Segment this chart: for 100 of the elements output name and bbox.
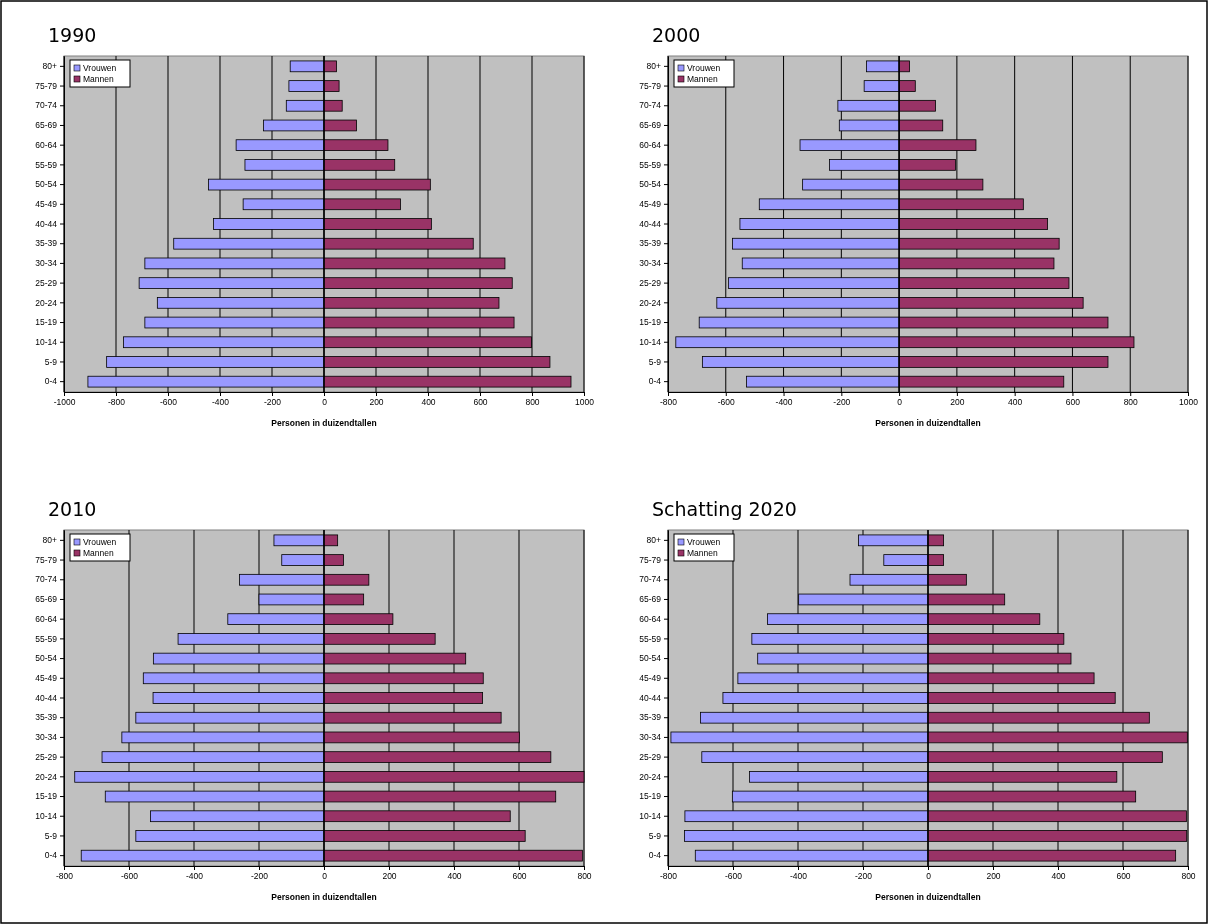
legend-label: Mannen: [687, 74, 718, 84]
y-tick-label: 60-64: [639, 139, 662, 150]
y-tick-label: 30-34: [639, 258, 662, 269]
x-tick-label: -600: [724, 871, 743, 882]
x-tick-label: 0: [322, 397, 328, 408]
y-tick-label: 20-24: [639, 771, 662, 782]
x-axis-title: Personen in duizendtallen: [271, 418, 377, 428]
y-tick-label: 80+: [42, 535, 58, 546]
y-tick-label: 20-24: [639, 297, 662, 308]
chart-title: 2000: [652, 24, 701, 46]
y-tick-label: 25-29: [35, 277, 58, 288]
y-tick-label: 80+: [646, 535, 662, 546]
y-tick-label: 40-44: [639, 692, 662, 703]
x-tick-label: -800: [659, 871, 678, 882]
y-tick-label: 50-54: [35, 179, 58, 190]
legend-label: Vrouwen: [83, 63, 117, 73]
x-tick-label: -200: [854, 871, 873, 882]
y-tick-label: 35-39: [35, 712, 58, 723]
y-tick-label: 30-34: [639, 732, 662, 743]
x-tick-label: -800: [55, 871, 74, 882]
y-tick-label: 75-79: [639, 80, 662, 91]
y-tick-label: 55-59: [639, 633, 662, 644]
y-tick-label: 45-49: [639, 673, 662, 684]
x-tick-label: 200: [369, 397, 384, 408]
y-tick-label: 35-39: [639, 712, 662, 723]
y-tick-label: 0-4: [44, 850, 58, 861]
x-tick-label: -800: [659, 397, 678, 408]
y-tick-label: 35-39: [35, 238, 58, 249]
y-tick-label: 75-79: [35, 554, 58, 565]
x-tick-label: 800: [1123, 397, 1139, 408]
y-tick-label: 25-29: [639, 277, 662, 288]
x-tick-label: 600: [473, 397, 488, 408]
y-tick-label: 50-54: [639, 179, 662, 190]
x-tick-label: -400: [185, 871, 204, 882]
y-tick-label: 60-64: [35, 613, 58, 624]
x-tick-label: 200: [950, 397, 965, 408]
y-tick-label: 45-49: [639, 199, 662, 210]
x-tick-label: 800: [525, 397, 540, 408]
y-tick-label: 65-69: [639, 120, 662, 131]
legend-label: Mannen: [687, 548, 718, 558]
legend-label: Vrouwen: [687, 537, 721, 547]
y-tick-label: 60-64: [35, 139, 58, 150]
x-tick-label: 1000: [575, 397, 595, 408]
y-tick-label: 30-34: [35, 258, 58, 269]
y-tick-label: 20-24: [35, 771, 58, 782]
x-tick-label: -800: [107, 397, 126, 408]
y-tick-label: 5-9: [648, 830, 662, 841]
x-tick-label: 400: [1051, 871, 1066, 882]
legend-label: Vrouwen: [83, 537, 117, 547]
x-axis-title: Personen in duizendtallen: [875, 418, 981, 428]
y-tick-label: 65-69: [35, 120, 58, 131]
y-tick-label: 80+: [42, 61, 58, 72]
x-tick-label: 800: [1181, 871, 1196, 882]
x-axis-title: Personen in duizendtallen: [875, 892, 981, 902]
x-tick-label: 1000: [1179, 397, 1199, 408]
chart-title: 2010: [48, 498, 97, 520]
chart-title: Schatting 2020: [652, 498, 797, 520]
y-tick-label: 50-54: [35, 653, 58, 664]
x-tick-label: 0: [322, 871, 328, 882]
y-tick-label: 15-19: [35, 791, 58, 802]
x-tick-label: 800: [577, 871, 592, 882]
x-tick-label: -600: [717, 397, 736, 408]
y-tick-label: 0-4: [44, 376, 58, 387]
x-tick-label: 200: [382, 871, 397, 882]
y-tick-label: 30-34: [35, 732, 58, 743]
y-tick-label: 10-14: [35, 810, 58, 821]
y-tick-label: 65-69: [639, 594, 662, 605]
x-tick-label: -600: [120, 871, 139, 882]
legend-label: Mannen: [83, 548, 114, 558]
x-tick-label: 600: [512, 871, 527, 882]
y-tick-label: 40-44: [35, 692, 58, 703]
x-tick-label: 400: [421, 397, 436, 408]
y-tick-label: 15-19: [639, 317, 662, 328]
y-tick-label: 15-19: [35, 317, 58, 328]
x-tick-label: -200: [263, 397, 282, 408]
y-tick-label: 10-14: [639, 336, 662, 347]
y-tick-label: 0-4: [648, 850, 662, 861]
x-tick-label: 600: [1065, 397, 1081, 408]
y-tick-label: 55-59: [35, 159, 58, 170]
x-tick-label: 400: [447, 871, 462, 882]
x-tick-label: -400: [775, 397, 793, 408]
x-tick-label: 600: [1116, 871, 1131, 882]
x-tick-label: 0: [897, 397, 903, 408]
y-tick-label: 75-79: [35, 80, 58, 91]
x-axis-title: Personen in duizendtallen: [271, 892, 377, 902]
y-tick-label: 0-4: [648, 376, 662, 387]
x-tick-label: 400: [1008, 397, 1023, 408]
legend-label: Vrouwen: [687, 63, 721, 73]
x-tick-label: -400: [211, 397, 230, 408]
x-tick-label: -1000: [53, 397, 76, 408]
y-tick-label: 5-9: [44, 830, 58, 841]
x-tick-label: -200: [833, 397, 851, 408]
y-tick-label: 35-39: [639, 238, 662, 249]
y-tick-label: 70-74: [35, 574, 58, 585]
x-tick-label: 0: [926, 871, 932, 882]
y-tick-label: 40-44: [639, 218, 662, 229]
y-tick-label: 55-59: [639, 159, 662, 170]
y-tick-label: 15-19: [639, 791, 662, 802]
y-tick-label: 70-74: [35, 100, 58, 111]
y-tick-label: 40-44: [35, 218, 58, 229]
